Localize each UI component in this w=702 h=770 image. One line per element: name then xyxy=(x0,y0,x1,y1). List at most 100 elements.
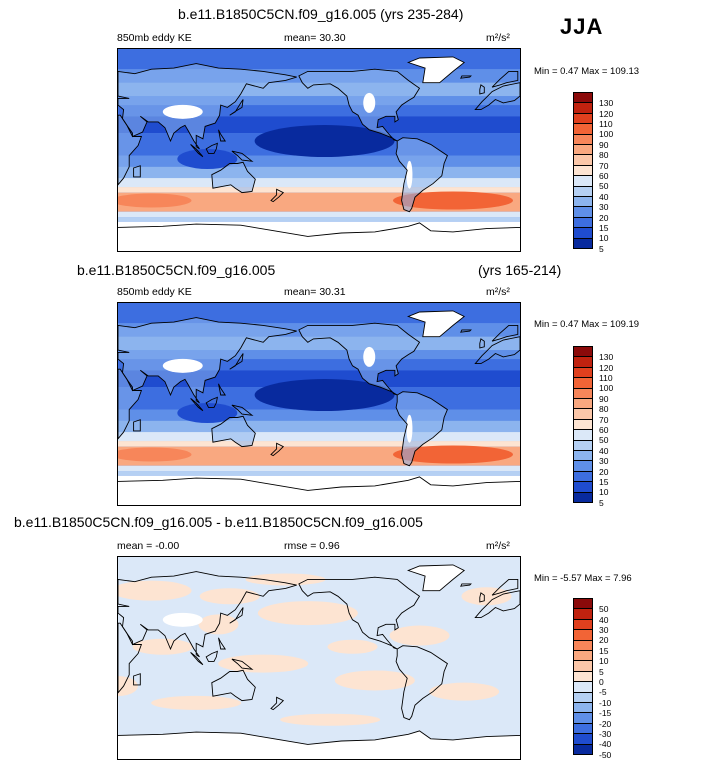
panel3-colorbar-swatch xyxy=(573,743,593,755)
panel3-positive-anomaly xyxy=(118,580,192,601)
panel1-field-band xyxy=(118,155,520,167)
panel1-variable-label: 850mb eddy KE xyxy=(117,32,192,44)
panel2-coastline-nz xyxy=(270,442,285,457)
panel1-mean-label: mean= 30.30 xyxy=(284,32,346,44)
panel3-colorbar-tick-label: 0 xyxy=(599,677,604,687)
panel1-coastline-madagascar xyxy=(133,165,141,178)
panel3-colorbar-tick-label: 10 xyxy=(599,656,609,667)
panel1-colorbar-tick-label: 10 xyxy=(599,233,609,244)
panel2-storm-track-west xyxy=(118,447,192,462)
panel2-land-greenland xyxy=(408,310,465,337)
panel3-colorbar-tick-label: -10 xyxy=(599,697,612,708)
panel1-title: b.e11.B1850C5CN.f09_g16.005 (yrs 235-284… xyxy=(178,6,464,22)
panel1-field-band xyxy=(118,217,520,222)
panel1-colorbar-tick-label: 110 xyxy=(599,119,613,129)
panel2-tibet-mask xyxy=(162,358,203,373)
panel3-antarctica-mask xyxy=(118,730,520,759)
panel3-coastline-namerica xyxy=(298,576,421,650)
panel3-coastline-madagascar xyxy=(133,673,141,686)
panel2-field-band xyxy=(118,441,520,447)
panel2-colorbar-tick-label: 70 xyxy=(599,414,609,425)
panel3-coastline-britain xyxy=(479,592,485,603)
panel1-land-samerica xyxy=(396,137,448,212)
panel1-units: m²/s² xyxy=(486,32,510,44)
panel2-mean-label: mean= 30.31 xyxy=(284,286,346,298)
panel2-colorbar-tick-label: 130 xyxy=(599,352,614,363)
panel1-colorbar-tick-label: 70 xyxy=(599,160,609,171)
panel2-coastline-eurasia xyxy=(118,317,297,404)
panel1-field xyxy=(118,49,520,251)
panel2-map xyxy=(117,302,521,506)
panel3-positive-anomaly xyxy=(132,638,193,655)
panel3-coastline-scandinavia xyxy=(491,578,519,596)
panel1-min-max: Min = 0.47 Max = 109.13 xyxy=(534,66,640,77)
panel3-colorbar-tick-label: 50 xyxy=(599,604,609,615)
panel3-greenland-mask xyxy=(408,564,465,591)
panel2-colorbar-tick-label: 120 xyxy=(599,362,614,373)
panel3-colorbar-tick-label: -5 xyxy=(599,687,607,698)
panel2-colorbar-tick-label: 20 xyxy=(599,466,609,477)
panel1-colorbar-tick-label: 60 xyxy=(599,171,609,181)
panel1-coastline-philippines xyxy=(218,129,227,142)
panel2-colorbar-tick-label: 30 xyxy=(599,456,609,467)
panel2-field-band xyxy=(118,471,520,476)
panel3-coastline-japan xyxy=(229,607,244,624)
panel3-positive-anomaly xyxy=(334,670,415,691)
panel1-field-band xyxy=(118,187,520,193)
panel3-coastline-europe xyxy=(474,590,520,619)
panel2-field-band xyxy=(118,409,520,421)
panel2-coastline-namerica xyxy=(298,322,421,396)
panel3-colorbar-tick-label: 15 xyxy=(599,645,609,656)
panel2-coastline-borneo xyxy=(205,396,218,408)
panel3-colorbar-tick-label: 5 xyxy=(599,666,604,677)
panel2-coastline-antarctica xyxy=(118,476,520,491)
panel1-field-band xyxy=(118,178,520,188)
panel1-coastline-australia xyxy=(211,161,256,194)
panel1-colorbar-tick-label: 120 xyxy=(599,108,614,119)
panel2-coastline-sumatra xyxy=(190,398,204,412)
panel1-coastline-newguinea xyxy=(231,150,254,162)
panel2-colorbar-tick-label: 90 xyxy=(599,393,609,404)
panel2-colorbar-tick-label: 110 xyxy=(599,373,613,383)
panel1-colorbar-tick-label: 90 xyxy=(599,139,609,150)
panel1-land-namerica xyxy=(298,69,420,141)
panel2-colorbar-tick-label: 100 xyxy=(599,383,614,394)
panel1-field-band xyxy=(118,116,520,134)
panel1-colorbar-tick-label: 50 xyxy=(599,181,609,192)
panel2-field-band xyxy=(118,420,520,433)
panel3-coastline-borneo xyxy=(205,650,218,662)
panel2-coastline-japan xyxy=(229,353,244,370)
panel1-colorbar-tick-label: 80 xyxy=(599,150,609,161)
panel1-coastline-antarctica xyxy=(118,222,520,237)
panel3-tibet-mask xyxy=(162,612,203,627)
panel2-andes-mask xyxy=(406,414,413,443)
panel1-colorbar-tick-label: 15 xyxy=(599,223,609,233)
panel2-coastline-scandinavia xyxy=(491,324,519,342)
panel2-field-band xyxy=(118,370,520,388)
panel1-tropical-band xyxy=(177,148,238,169)
panel3-units: m²/s² xyxy=(486,540,510,552)
panel2-colorbar-tick-label: 15 xyxy=(599,477,609,487)
panel3-colorbar-tick-label: 20 xyxy=(599,635,609,646)
panel1-tibet-mask xyxy=(162,104,203,119)
panel2-field-band xyxy=(118,475,520,505)
panel2-coastline-australia xyxy=(211,415,256,448)
panel3-colorbar-tick-label: -50 xyxy=(599,749,612,760)
panel3-positive-anomaly xyxy=(151,695,242,710)
panel1-rockies-mask xyxy=(363,92,376,113)
panel1-colorbar-tick-label: 130 xyxy=(599,98,614,109)
panel2-coastline-madagascar xyxy=(133,419,141,432)
panel3-positive-anomaly xyxy=(280,713,381,726)
panel3-coastline-greenland xyxy=(406,564,466,592)
panel2-colorbar-tick-label: 50 xyxy=(599,435,609,446)
panel3-colorbar-tick-label: 30 xyxy=(599,625,609,635)
panel3-coastline-samerica xyxy=(395,645,448,721)
panel3-coastline-iceland xyxy=(460,583,472,587)
panel1-coastline-sumatra xyxy=(190,144,204,158)
panel3-positive-anomaly xyxy=(257,601,358,626)
panel3-coastline-eurasia xyxy=(118,571,297,658)
panel1-coastline-samerica xyxy=(395,137,448,213)
panel1-tropical-minimum xyxy=(254,125,395,158)
panel1-storm-track-west xyxy=(118,193,192,208)
panel2-field xyxy=(118,303,520,505)
